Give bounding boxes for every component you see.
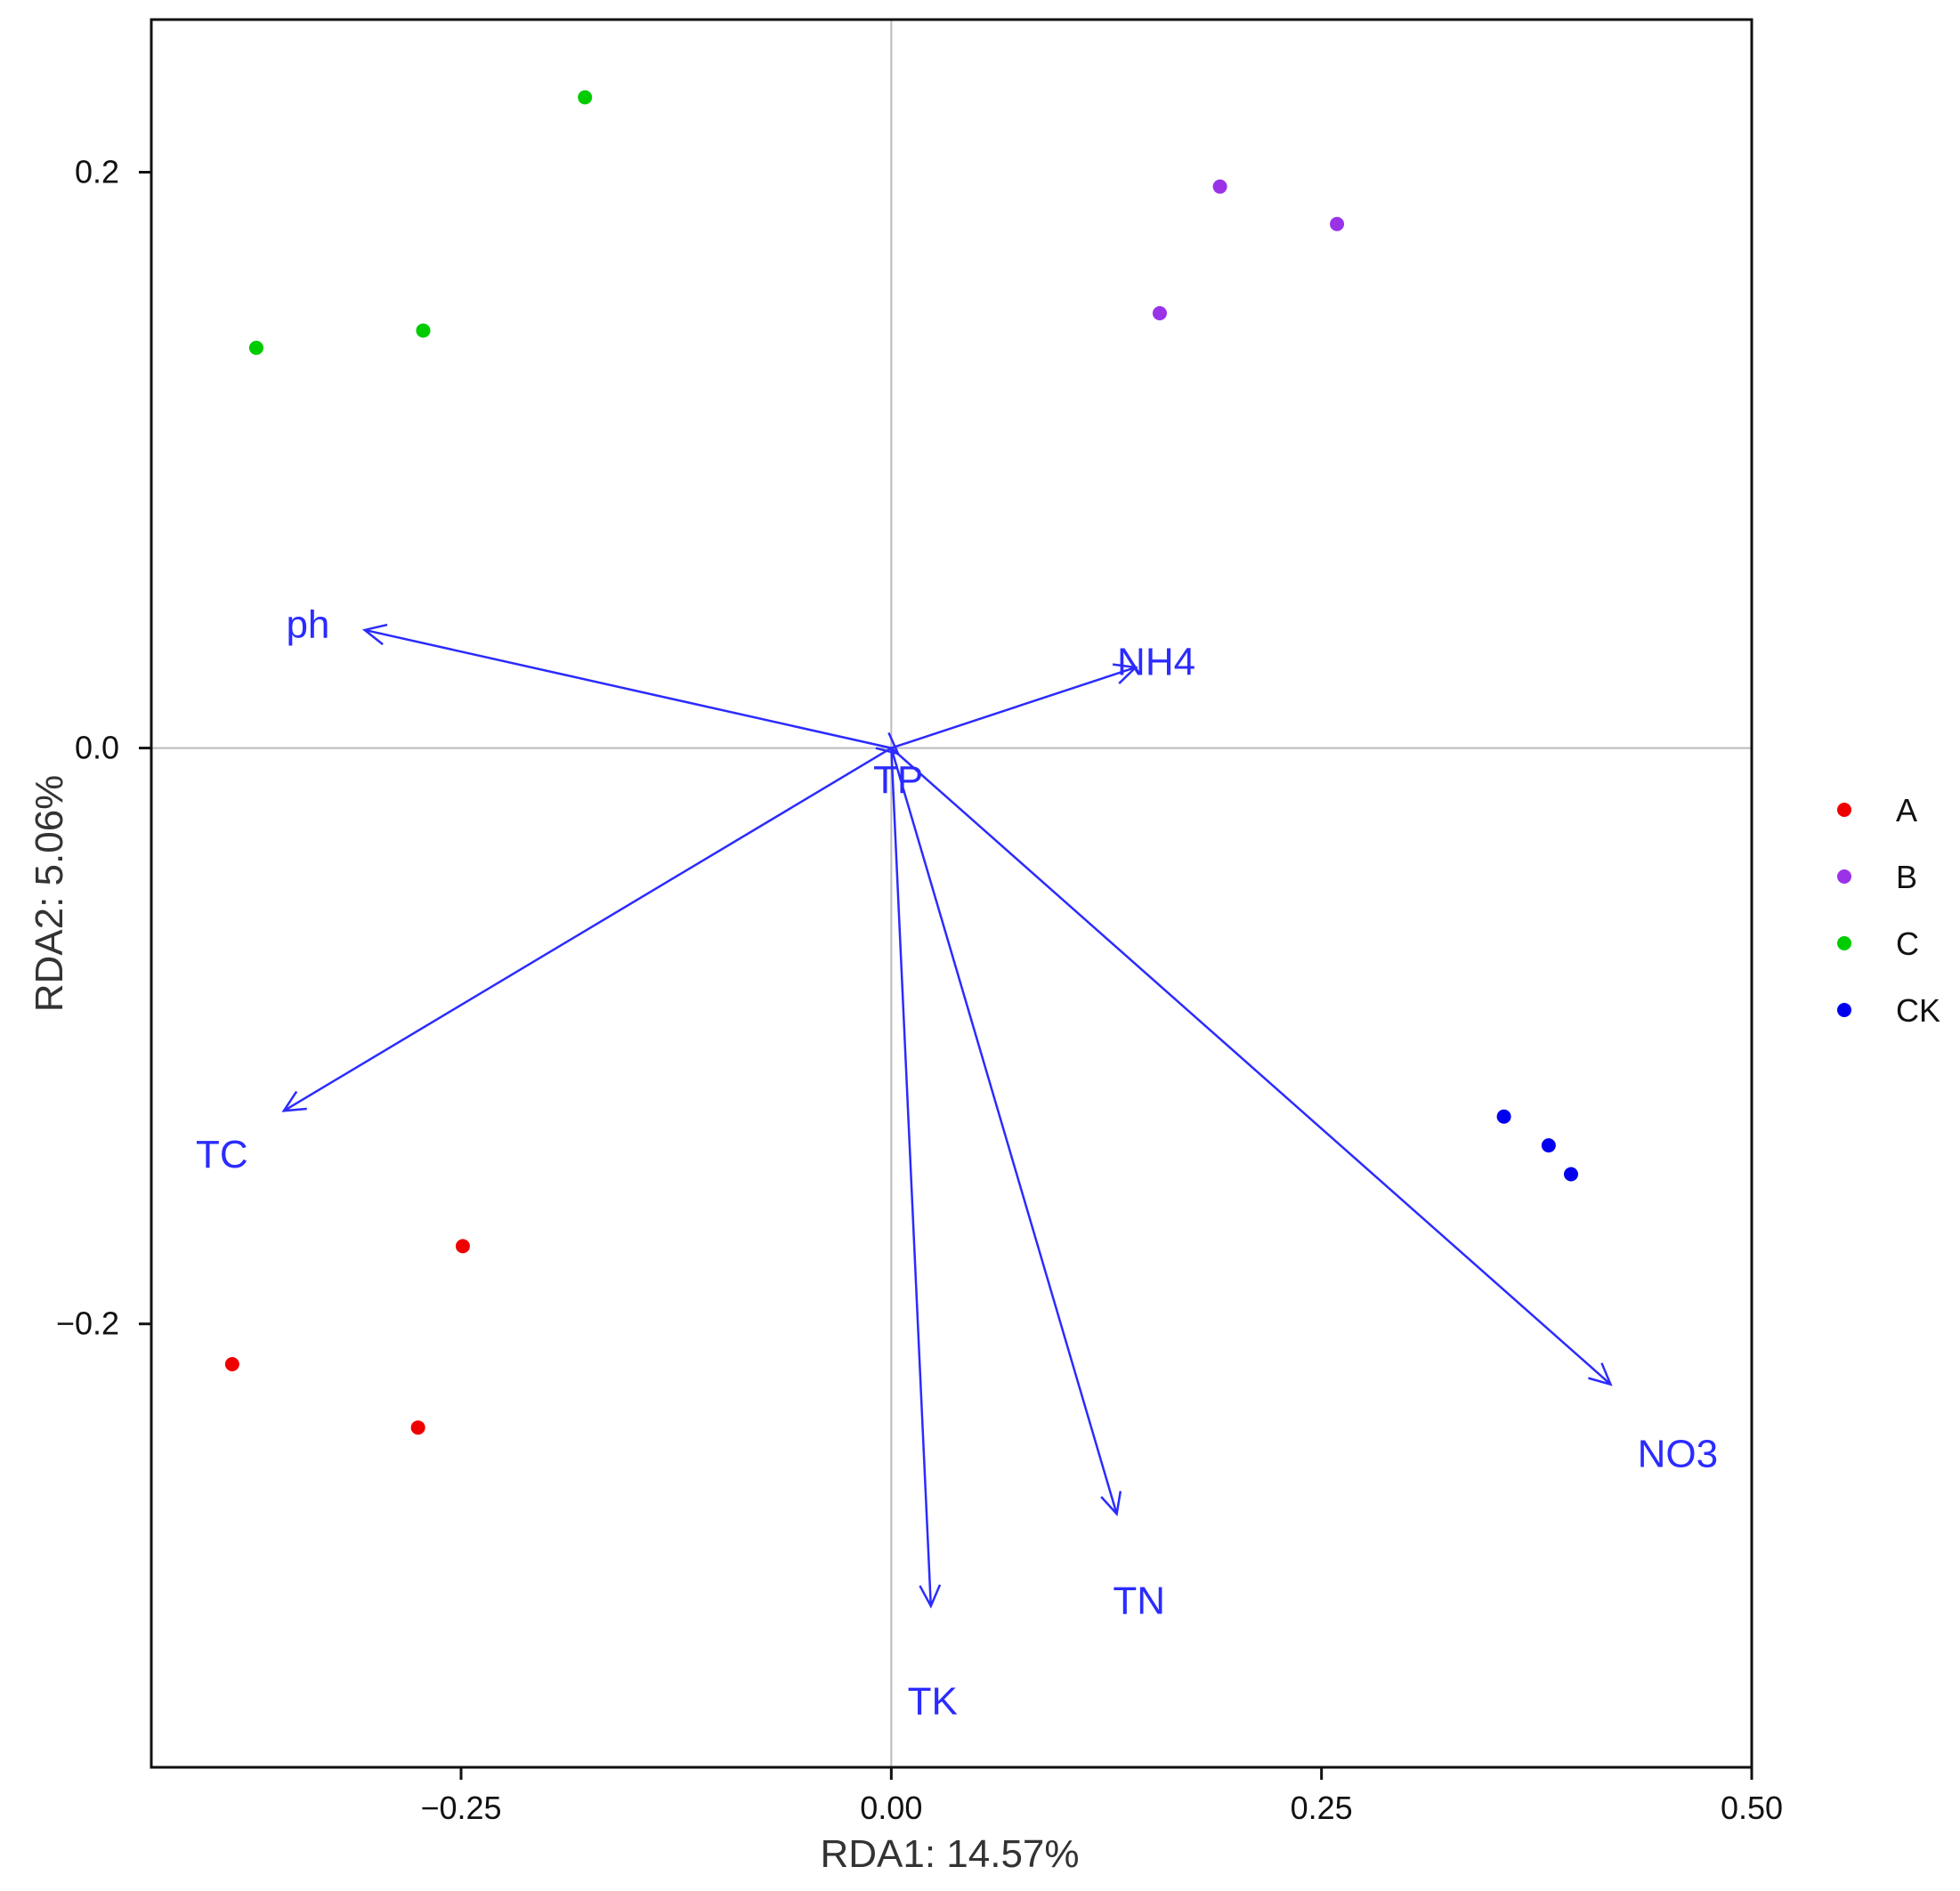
vector-tn [890,748,1122,1517]
arrowhead-tc [281,1090,307,1112]
point-b [1152,306,1167,321]
point-ck [1564,1167,1578,1182]
y-tick-label: 0.2 [75,153,119,190]
legend-item-b: B [1837,859,1917,895]
vector-line-nh4 [890,666,1137,749]
legend-item-a: A [1837,792,1917,828]
series-a [224,1239,470,1435]
vector-labels: ph NH4 TP TC TK TN NO3 [196,602,1718,1723]
vector-label-tn: TN [1113,1579,1165,1622]
legend-item-c: C [1837,925,1919,962]
legend-marker-c [1837,936,1851,950]
legend-marker-ck [1837,1003,1851,1017]
arrowhead-ph [361,623,388,646]
point-a [455,1239,470,1254]
y-tick-label: 0.0 [75,730,119,766]
vector-line-tc [283,747,892,1112]
x-tick-label: 0.00 [860,1790,922,1826]
arrowhead-tk [919,1584,942,1609]
legend-item-ck: CK [1837,992,1940,1029]
legend-marker-a [1837,803,1851,817]
series-ck [1496,1109,1578,1182]
vector-label-tp: TP [873,758,923,802]
legend-label-a: A [1896,792,1917,828]
x-tick-label: −0.25 [420,1790,501,1826]
legend-label-ck: CK [1896,992,1940,1029]
y-tick-label: −0.2 [56,1305,119,1342]
legend-marker-b [1837,869,1851,884]
legend-label-b: B [1896,859,1917,895]
vector-line-no3 [890,747,1612,1386]
point-b [1212,179,1227,194]
y-axis-title: RDA2: 5.06% [28,775,71,1013]
point-c [416,323,431,338]
reference-lines [151,20,1752,1767]
vector-tc [281,747,892,1112]
vector-tk [890,748,942,1609]
arrowhead-nh4 [1112,663,1138,684]
point-c [248,340,263,355]
vector-label-tc: TC [196,1133,248,1176]
point-ck [1496,1109,1511,1124]
arrowhead-no3 [1588,1362,1613,1386]
legend: ABC CK [1837,792,1940,1029]
vector-line-ph [364,628,892,749]
vector-ph [361,623,892,749]
x-tick-label: 0.25 [1291,1790,1353,1826]
vector-no3 [890,747,1613,1386]
point-ck [1541,1138,1556,1153]
vector-label-no3: NO3 [1638,1432,1718,1475]
point-c [578,90,593,105]
vector-label-ph: ph [286,602,329,646]
x-tick-label: 0.50 [1721,1790,1783,1826]
vector-nh4 [890,663,1138,749]
vector-line-tk [890,748,933,1606]
arrowhead-tn [1100,1491,1122,1517]
point-b [1330,216,1345,231]
sample-points [224,90,1578,1435]
legend-label-c: C [1896,925,1919,962]
x-axis: −0.25 0.00 0.25 0.50 [420,1767,1783,1826]
point-a [224,1357,239,1372]
series-c [248,90,593,355]
vector-label-tk: TK [908,1680,958,1724]
y-axis: −0.2 0.0 0.2 [56,153,151,1342]
vector-label-nh4: NH4 [1117,641,1195,684]
x-axis-title: RDA1: 14.57% [820,1832,1079,1876]
environmental-vectors [281,623,1613,1609]
point-a [410,1420,425,1435]
vector-line-tn [890,748,1118,1515]
series-b [1152,179,1345,321]
plot-frame [150,18,1753,1769]
